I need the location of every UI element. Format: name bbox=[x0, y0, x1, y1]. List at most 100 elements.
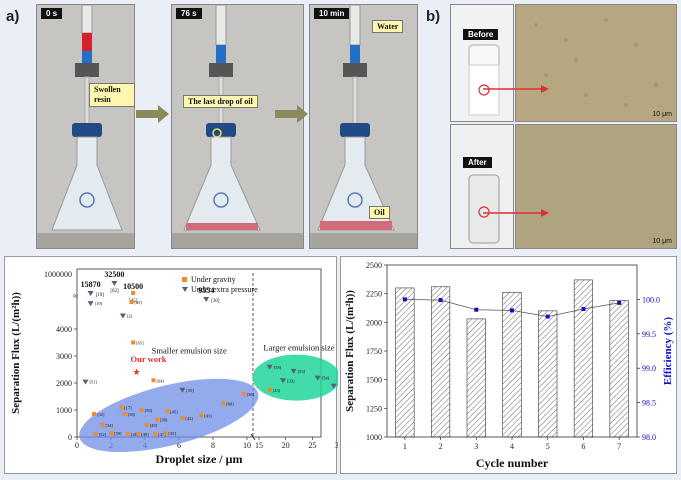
data-point-ref: [43] bbox=[273, 388, 281, 393]
micrograph-before: 10 μm bbox=[515, 4, 677, 122]
x-tick-label: 1 bbox=[403, 442, 407, 451]
arrow-right-icon bbox=[136, 105, 170, 123]
y-tick-label: 2000 bbox=[366, 318, 382, 327]
data-point-ref: [42] bbox=[185, 416, 193, 421]
swollen-resin-label: Swollen resin bbox=[89, 83, 135, 107]
data-point-ref: [45] bbox=[170, 409, 178, 414]
data-point-gravity bbox=[221, 401, 225, 405]
y-tick-label: 1250 bbox=[366, 404, 382, 413]
y-tick-label: 2250 bbox=[366, 290, 382, 299]
flask-apparatus-illustration bbox=[172, 5, 304, 249]
our-work-label: Our work bbox=[131, 354, 167, 364]
data-point-gravity bbox=[199, 413, 203, 417]
data-point-gravity bbox=[242, 392, 246, 396]
flux-bar bbox=[538, 311, 557, 437]
efficiency-point bbox=[439, 298, 443, 302]
our-work-star-icon: ★ bbox=[132, 367, 140, 377]
axis-break-mark: ≈ bbox=[73, 291, 78, 301]
data-point-gravity bbox=[165, 409, 169, 413]
data-point-ref: [51] bbox=[90, 380, 98, 385]
y-tick-label: 1750 bbox=[366, 347, 382, 356]
x-tick-label: 25 bbox=[308, 441, 316, 450]
bottle-illustration bbox=[451, 125, 514, 249]
data-point-ref: [60] bbox=[226, 401, 234, 406]
data-point-ref: [32] bbox=[97, 412, 105, 417]
flux-bar bbox=[467, 319, 486, 437]
water-label: Water bbox=[372, 20, 403, 33]
efficiency-point bbox=[546, 315, 550, 319]
x-axis-label: Droplet size / μm bbox=[156, 452, 243, 466]
photo-0s: 0 s bbox=[36, 4, 135, 249]
data-point-ref: [54] bbox=[322, 376, 330, 381]
data-point-gravity bbox=[94, 432, 98, 436]
data-point-gravity bbox=[180, 416, 184, 420]
last-drop-label: The last drop of oil bbox=[183, 95, 258, 108]
data-point-ref: [56] bbox=[145, 408, 153, 413]
efficiency-point bbox=[581, 307, 585, 311]
flux-bar bbox=[431, 287, 450, 437]
micrograph-texture bbox=[516, 5, 677, 122]
y-tick-label: 0 bbox=[68, 433, 72, 442]
y-tick-label: 2500 bbox=[366, 261, 382, 270]
data-point-gravity bbox=[140, 408, 144, 412]
data-point-ref: [53] bbox=[298, 369, 306, 374]
x-axis-label: Cycle number bbox=[476, 456, 549, 470]
scatter-chart: 024681015202530010002000300040001000000≈… bbox=[5, 257, 338, 475]
bottle-illustration bbox=[451, 5, 514, 122]
scale-bar-after: 10 μm bbox=[652, 238, 672, 245]
data-point-pressure bbox=[88, 291, 94, 296]
data-point-gravity bbox=[92, 412, 96, 416]
x-tick-label: 8 bbox=[211, 441, 215, 450]
flux-bar bbox=[574, 280, 593, 437]
legend-label-gravity: Under gravity bbox=[191, 275, 236, 284]
efficiency-point bbox=[510, 308, 514, 312]
arrow-right-icon bbox=[275, 105, 309, 123]
x-tick-label: 20 bbox=[282, 441, 290, 450]
data-point-ref: [33] bbox=[287, 378, 295, 383]
big-value-label: 15870 bbox=[81, 280, 101, 289]
data-point-ref: [65] bbox=[136, 341, 144, 346]
x-tick-label: 3 bbox=[474, 442, 478, 451]
micrograph-after: 10 μm bbox=[515, 124, 677, 249]
data-point-ref: [34] bbox=[106, 423, 114, 428]
data-point-gravity bbox=[123, 412, 127, 416]
data-point-ref: [62] bbox=[110, 289, 119, 294]
data-point-ref: [39] bbox=[128, 412, 136, 417]
data-point-gravity bbox=[153, 432, 157, 436]
data-point-pressure bbox=[203, 297, 209, 302]
data-point-ref: [45] bbox=[134, 300, 142, 305]
flux-bar bbox=[610, 301, 629, 437]
data-point-ref: [49] bbox=[141, 432, 149, 437]
data-point-ref: [30] bbox=[211, 299, 220, 304]
y2-tick-label: 99.5 bbox=[642, 330, 656, 339]
y2-axis-label: Efficiency (%) bbox=[662, 317, 674, 385]
flux-bar bbox=[396, 288, 415, 437]
panel-b-label: b) bbox=[426, 8, 440, 25]
y-tick-label: 1000 bbox=[366, 433, 382, 442]
x-tick-label: 5 bbox=[546, 442, 550, 451]
data-point-gravity bbox=[163, 431, 167, 435]
photo-before-bottle: Before bbox=[450, 4, 514, 122]
data-point-gravity bbox=[119, 405, 123, 409]
photo-after-bottle: After bbox=[450, 124, 514, 249]
data-point-ref: [52] bbox=[99, 432, 107, 437]
y-tick-label: 1000000 bbox=[44, 270, 72, 279]
data-point-ref: [58] bbox=[274, 365, 282, 370]
data-point-ref: [59] bbox=[186, 388, 194, 393]
before-label: Before bbox=[463, 29, 498, 40]
y2-tick-label: 98.0 bbox=[642, 433, 656, 442]
data-point-gravity bbox=[131, 291, 135, 295]
photo-10min: 10 min bbox=[309, 4, 418, 249]
data-point-ref: [41] bbox=[204, 413, 212, 418]
y2-tick-label: 100.0 bbox=[642, 295, 660, 304]
data-point-pressure bbox=[111, 281, 117, 286]
flask-apparatus-illustration bbox=[310, 5, 418, 249]
data-point-ref: [36] bbox=[247, 392, 255, 397]
scatter-chart-container: 024681015202530010002000300040001000000≈… bbox=[4, 256, 337, 474]
arrow-red-icon bbox=[483, 84, 549, 94]
x-tick-label: 2 bbox=[439, 442, 443, 451]
y-tick-label: 4000 bbox=[56, 325, 72, 334]
data-point-gravity bbox=[155, 417, 159, 421]
y-axis-label: Separation Flux (L/(m²h)) bbox=[10, 292, 22, 414]
big-value-label: 9554 bbox=[198, 286, 214, 295]
